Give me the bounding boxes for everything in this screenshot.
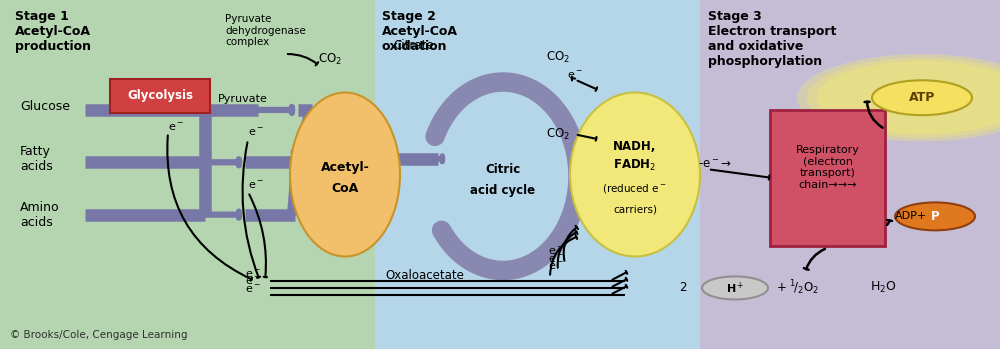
Text: © Brooks/Cole, Cengage Learning: © Brooks/Cole, Cengage Learning <box>10 330 188 340</box>
Ellipse shape <box>290 92 400 257</box>
Text: NADH,: NADH, <box>613 140 657 153</box>
Text: -e$^-$→: -e$^-$→ <box>698 157 731 171</box>
Text: Oxaloacetate: Oxaloacetate <box>385 269 464 282</box>
Text: Citric: Citric <box>485 163 521 176</box>
Text: Respiratory
(electron
transport)
chain→→→: Respiratory (electron transport) chain→→… <box>796 145 859 190</box>
Circle shape <box>872 80 972 115</box>
Text: + $^1\!/_2$O$_2$: + $^1\!/_2$O$_2$ <box>776 279 819 297</box>
Circle shape <box>817 61 1000 134</box>
Ellipse shape <box>570 92 700 257</box>
Text: e$^-$: e$^-$ <box>548 253 564 265</box>
Circle shape <box>895 202 975 230</box>
Text: H$_2$O: H$_2$O <box>870 280 897 296</box>
Text: CO$_2$: CO$_2$ <box>546 50 570 65</box>
Text: (reduced e$^-$: (reduced e$^-$ <box>602 182 668 195</box>
Text: CO$_2$: CO$_2$ <box>546 127 570 142</box>
Text: Stage 3
Electron transport
and oxidative
phosphorylation: Stage 3 Electron transport and oxidative… <box>708 10 836 68</box>
Circle shape <box>797 54 1000 141</box>
Text: ATP: ATP <box>909 91 935 104</box>
Text: Pyruvate
dehydrogenase
complex: Pyruvate dehydrogenase complex <box>225 14 306 47</box>
Text: Stage 1
Acetyl-CoA
production: Stage 1 Acetyl-CoA production <box>15 10 91 53</box>
Text: ADP+: ADP+ <box>895 211 927 221</box>
Text: CoA: CoA <box>331 182 359 195</box>
Text: Glucose: Glucose <box>20 100 70 113</box>
Text: Amino
acids: Amino acids <box>20 201 60 229</box>
Circle shape <box>702 276 768 299</box>
Text: 2: 2 <box>680 281 687 295</box>
Text: carriers): carriers) <box>613 205 657 214</box>
Text: e$^-$: e$^-$ <box>548 246 564 257</box>
Text: e$^-$: e$^-$ <box>168 122 184 133</box>
Text: acid cycle: acid cycle <box>470 184 536 197</box>
Text: e$^-$: e$^-$ <box>548 261 564 272</box>
Text: e$^-$: e$^-$ <box>567 69 583 81</box>
Text: e$^-$: e$^-$ <box>245 268 261 280</box>
Circle shape <box>807 58 1000 138</box>
FancyBboxPatch shape <box>0 0 375 349</box>
Text: FADH$_2$: FADH$_2$ <box>613 158 657 173</box>
Text: e$^-$: e$^-$ <box>245 276 261 287</box>
Text: Fatty
acids: Fatty acids <box>20 145 53 173</box>
FancyBboxPatch shape <box>375 0 700 349</box>
Text: Glycolysis: Glycolysis <box>127 89 193 103</box>
Text: Pyruvate: Pyruvate <box>218 95 268 104</box>
Text: e$^-$: e$^-$ <box>248 179 264 191</box>
Text: P: P <box>931 210 939 223</box>
FancyBboxPatch shape <box>110 79 210 113</box>
Text: e$^-$: e$^-$ <box>248 127 264 138</box>
Text: Acetyl-: Acetyl- <box>321 161 369 174</box>
Text: e$^-$: e$^-$ <box>245 283 261 295</box>
Text: H$^+$: H$^+$ <box>726 280 744 296</box>
Text: CO$_2$: CO$_2$ <box>318 52 342 67</box>
Text: Stage 2
Acetyl-CoA
oxidation: Stage 2 Acetyl-CoA oxidation <box>382 10 458 53</box>
FancyBboxPatch shape <box>700 0 1000 349</box>
Text: Citrate: Citrate <box>393 39 434 52</box>
FancyBboxPatch shape <box>770 110 885 246</box>
